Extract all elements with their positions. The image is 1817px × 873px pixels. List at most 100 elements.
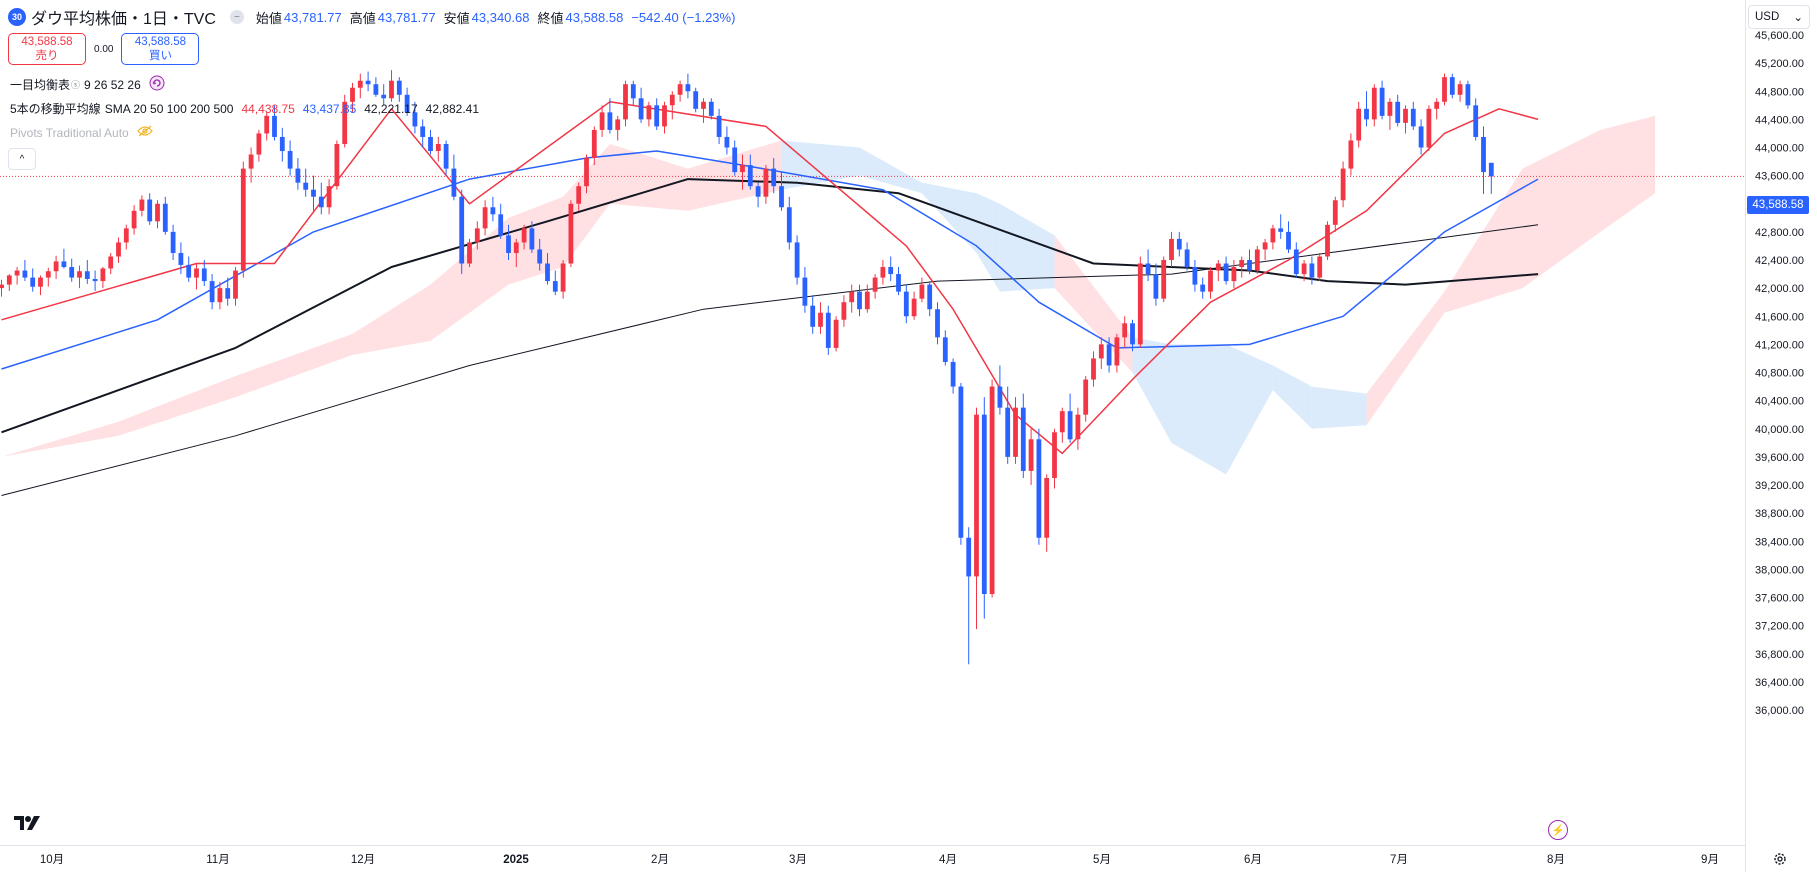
market-status-icon[interactable]: − — [229, 10, 244, 24]
candle-body — [412, 112, 418, 127]
candle — [1465, 80, 1471, 109]
candle-body — [1075, 414, 1081, 440]
bolt-icon[interactable]: ⚡ — [1548, 820, 1568, 840]
candle — [256, 129, 262, 162]
gear-icon[interactable] — [1768, 848, 1792, 870]
candle-body — [1020, 407, 1026, 471]
cloud-segment — [1600, 115, 1656, 232]
indicator-pivots[interactable]: Pivots Traditional Auto — [10, 125, 153, 140]
cloud-segment — [999, 203, 1055, 292]
cloud-segment — [1272, 365, 1312, 429]
candle-body — [1387, 101, 1393, 116]
candle-body — [1395, 101, 1401, 123]
candle-body — [615, 119, 621, 130]
candle-body — [225, 288, 231, 299]
y-tick-label: 37,600.00 — [1755, 593, 1804, 605]
candle — [607, 98, 613, 134]
candle — [669, 91, 675, 120]
candle — [1122, 316, 1128, 348]
buy-button[interactable]: 43,588.58 買い — [121, 33, 200, 65]
candle-body — [919, 284, 925, 299]
candle-body — [740, 165, 745, 173]
collapse-legend-button[interactable]: ^ — [8, 148, 36, 170]
candle — [623, 80, 628, 127]
candle — [1387, 98, 1393, 130]
candle — [123, 224, 129, 250]
candle-body — [1254, 249, 1260, 271]
candle-body — [779, 186, 784, 208]
candle-body — [69, 267, 75, 278]
candle-body — [724, 136, 730, 148]
low-value: 43,340.68 — [471, 9, 530, 25]
candle-body — [334, 143, 340, 187]
price-scale[interactable] — [1745, 0, 1817, 872]
candle — [1161, 256, 1167, 303]
candle — [584, 154, 589, 194]
candle — [521, 224, 527, 250]
candle — [880, 260, 886, 285]
y-tick-label: 37,200.00 — [1755, 621, 1804, 633]
candle-body — [1418, 126, 1424, 148]
y-tick-label: 44,000.00 — [1755, 143, 1804, 155]
candle-body — [1137, 263, 1143, 345]
candle — [927, 281, 933, 317]
candle-body — [435, 143, 441, 152]
pivots-name: Pivots Traditional Auto — [10, 125, 129, 140]
symbol-title[interactable]: ダウ平均株価・1日・TVC — [31, 11, 216, 28]
candle-body — [467, 242, 472, 264]
candle — [841, 295, 847, 327]
candle-body — [872, 277, 878, 292]
candle — [389, 70, 394, 102]
candle — [685, 73, 691, 99]
cloud-segment — [235, 333, 353, 398]
hidden-eye-icon[interactable] — [136, 125, 153, 140]
candle-body — [888, 267, 894, 275]
candle — [248, 147, 254, 183]
candle — [1036, 428, 1042, 545]
price-axis-ticks: 45,600.00 45,200.00 44,800.00 44,400.00 44,0… — [1755, 30, 1804, 717]
candle — [287, 140, 293, 176]
x-tick-label: 7月 — [1390, 854, 1408, 866]
indicator-ichimoku[interactable]: 一目均衡表 ⓢ 9 26 52 26 — [10, 75, 165, 94]
refresh-icon[interactable] — [149, 75, 165, 94]
candle — [1114, 333, 1120, 373]
candle — [1340, 161, 1346, 208]
cloud-segment — [859, 147, 922, 194]
candle-body — [513, 242, 519, 253]
high-value: 43,781.77 — [377, 9, 436, 25]
candle — [279, 127, 285, 162]
candle-body — [459, 196, 465, 264]
sell-button[interactable]: 43,588.58 売り — [8, 33, 86, 65]
candle — [1488, 162, 1494, 194]
candle — [1356, 101, 1362, 148]
candle-body — [256, 133, 262, 155]
candle — [147, 193, 153, 225]
tradingview-logo[interactable]: TV — [12, 812, 44, 837]
candle — [1473, 98, 1479, 141]
candle — [209, 274, 215, 310]
candle — [677, 80, 683, 102]
indicator-sma[interactable]: 5本の移動平均線 SMA 20 50 100 200 500 44,438.75… — [10, 100, 479, 117]
candle — [693, 87, 699, 113]
candle — [1059, 407, 1065, 443]
time-axis[interactable] — [0, 845, 1745, 873]
currency-selector[interactable]: USD ⌄ — [1748, 5, 1810, 29]
candle-body — [1192, 267, 1198, 285]
candle-body — [732, 147, 738, 173]
candle — [1130, 319, 1135, 352]
candle-body — [521, 228, 527, 243]
y-tick-label: 36,800.00 — [1755, 649, 1804, 661]
candle-body — [1153, 274, 1159, 299]
symbol-header: 30 ダウ平均株価・1日・TVC − 始値 43,781.77 高値 43,781.… — [8, 6, 743, 28]
candle-body — [396, 80, 402, 95]
y-tick-label: 39,600.00 — [1755, 452, 1804, 464]
candle — [1153, 263, 1159, 306]
candle-body — [1317, 256, 1323, 278]
y-tick-label: 38,800.00 — [1755, 508, 1804, 520]
candle — [92, 270, 98, 291]
high-label: 高値 — [349, 10, 376, 26]
candle — [1192, 260, 1198, 292]
candle — [498, 203, 504, 239]
x-tick-label: 11月 — [206, 854, 229, 866]
